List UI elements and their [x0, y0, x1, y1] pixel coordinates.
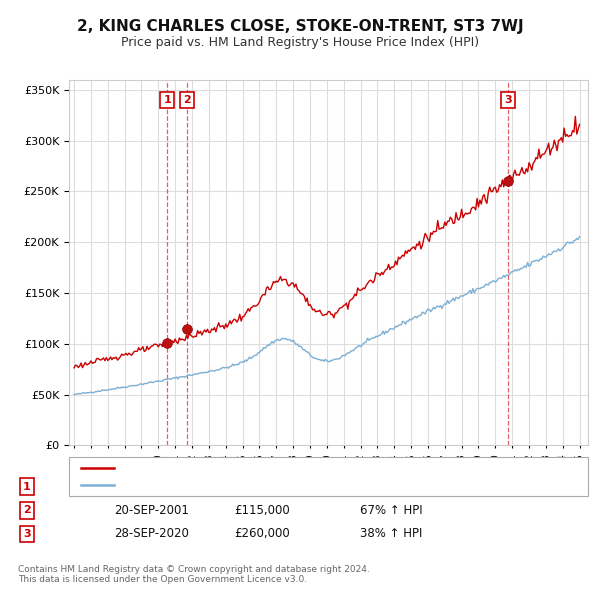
Text: 3: 3	[23, 529, 31, 539]
Text: 67% ↑ HPI: 67% ↑ HPI	[360, 504, 422, 517]
Text: 1: 1	[23, 482, 31, 491]
Text: HPI: Average price, detached house, Stoke-on-Trent: HPI: Average price, detached house, Stok…	[120, 480, 388, 490]
Text: 28-SEP-2020: 28-SEP-2020	[114, 527, 189, 540]
Text: 20-SEP-2001: 20-SEP-2001	[114, 504, 189, 517]
Text: 2, KING CHARLES CLOSE, STOKE-ON-TRENT, ST3 7WJ (detached house): 2, KING CHARLES CLOSE, STOKE-ON-TRENT, S…	[120, 463, 490, 473]
Text: 2: 2	[23, 506, 31, 515]
Text: 58% ↑ HPI: 58% ↑ HPI	[360, 480, 422, 493]
Text: Contains HM Land Registry data © Crown copyright and database right 2024.
This d: Contains HM Land Registry data © Crown c…	[18, 565, 370, 584]
Text: 2: 2	[184, 95, 191, 105]
Text: 38% ↑ HPI: 38% ↑ HPI	[360, 527, 422, 540]
Text: £115,000: £115,000	[234, 504, 290, 517]
Text: 3: 3	[504, 95, 512, 105]
Text: Price paid vs. HM Land Registry's House Price Index (HPI): Price paid vs. HM Land Registry's House …	[121, 36, 479, 49]
Text: 21-JUL-2000: 21-JUL-2000	[114, 480, 186, 493]
Text: 2, KING CHARLES CLOSE, STOKE-ON-TRENT, ST3 7WJ: 2, KING CHARLES CLOSE, STOKE-ON-TRENT, S…	[77, 19, 523, 34]
Text: 1: 1	[164, 95, 171, 105]
Text: £260,000: £260,000	[234, 527, 290, 540]
Text: £100,500: £100,500	[234, 480, 290, 493]
